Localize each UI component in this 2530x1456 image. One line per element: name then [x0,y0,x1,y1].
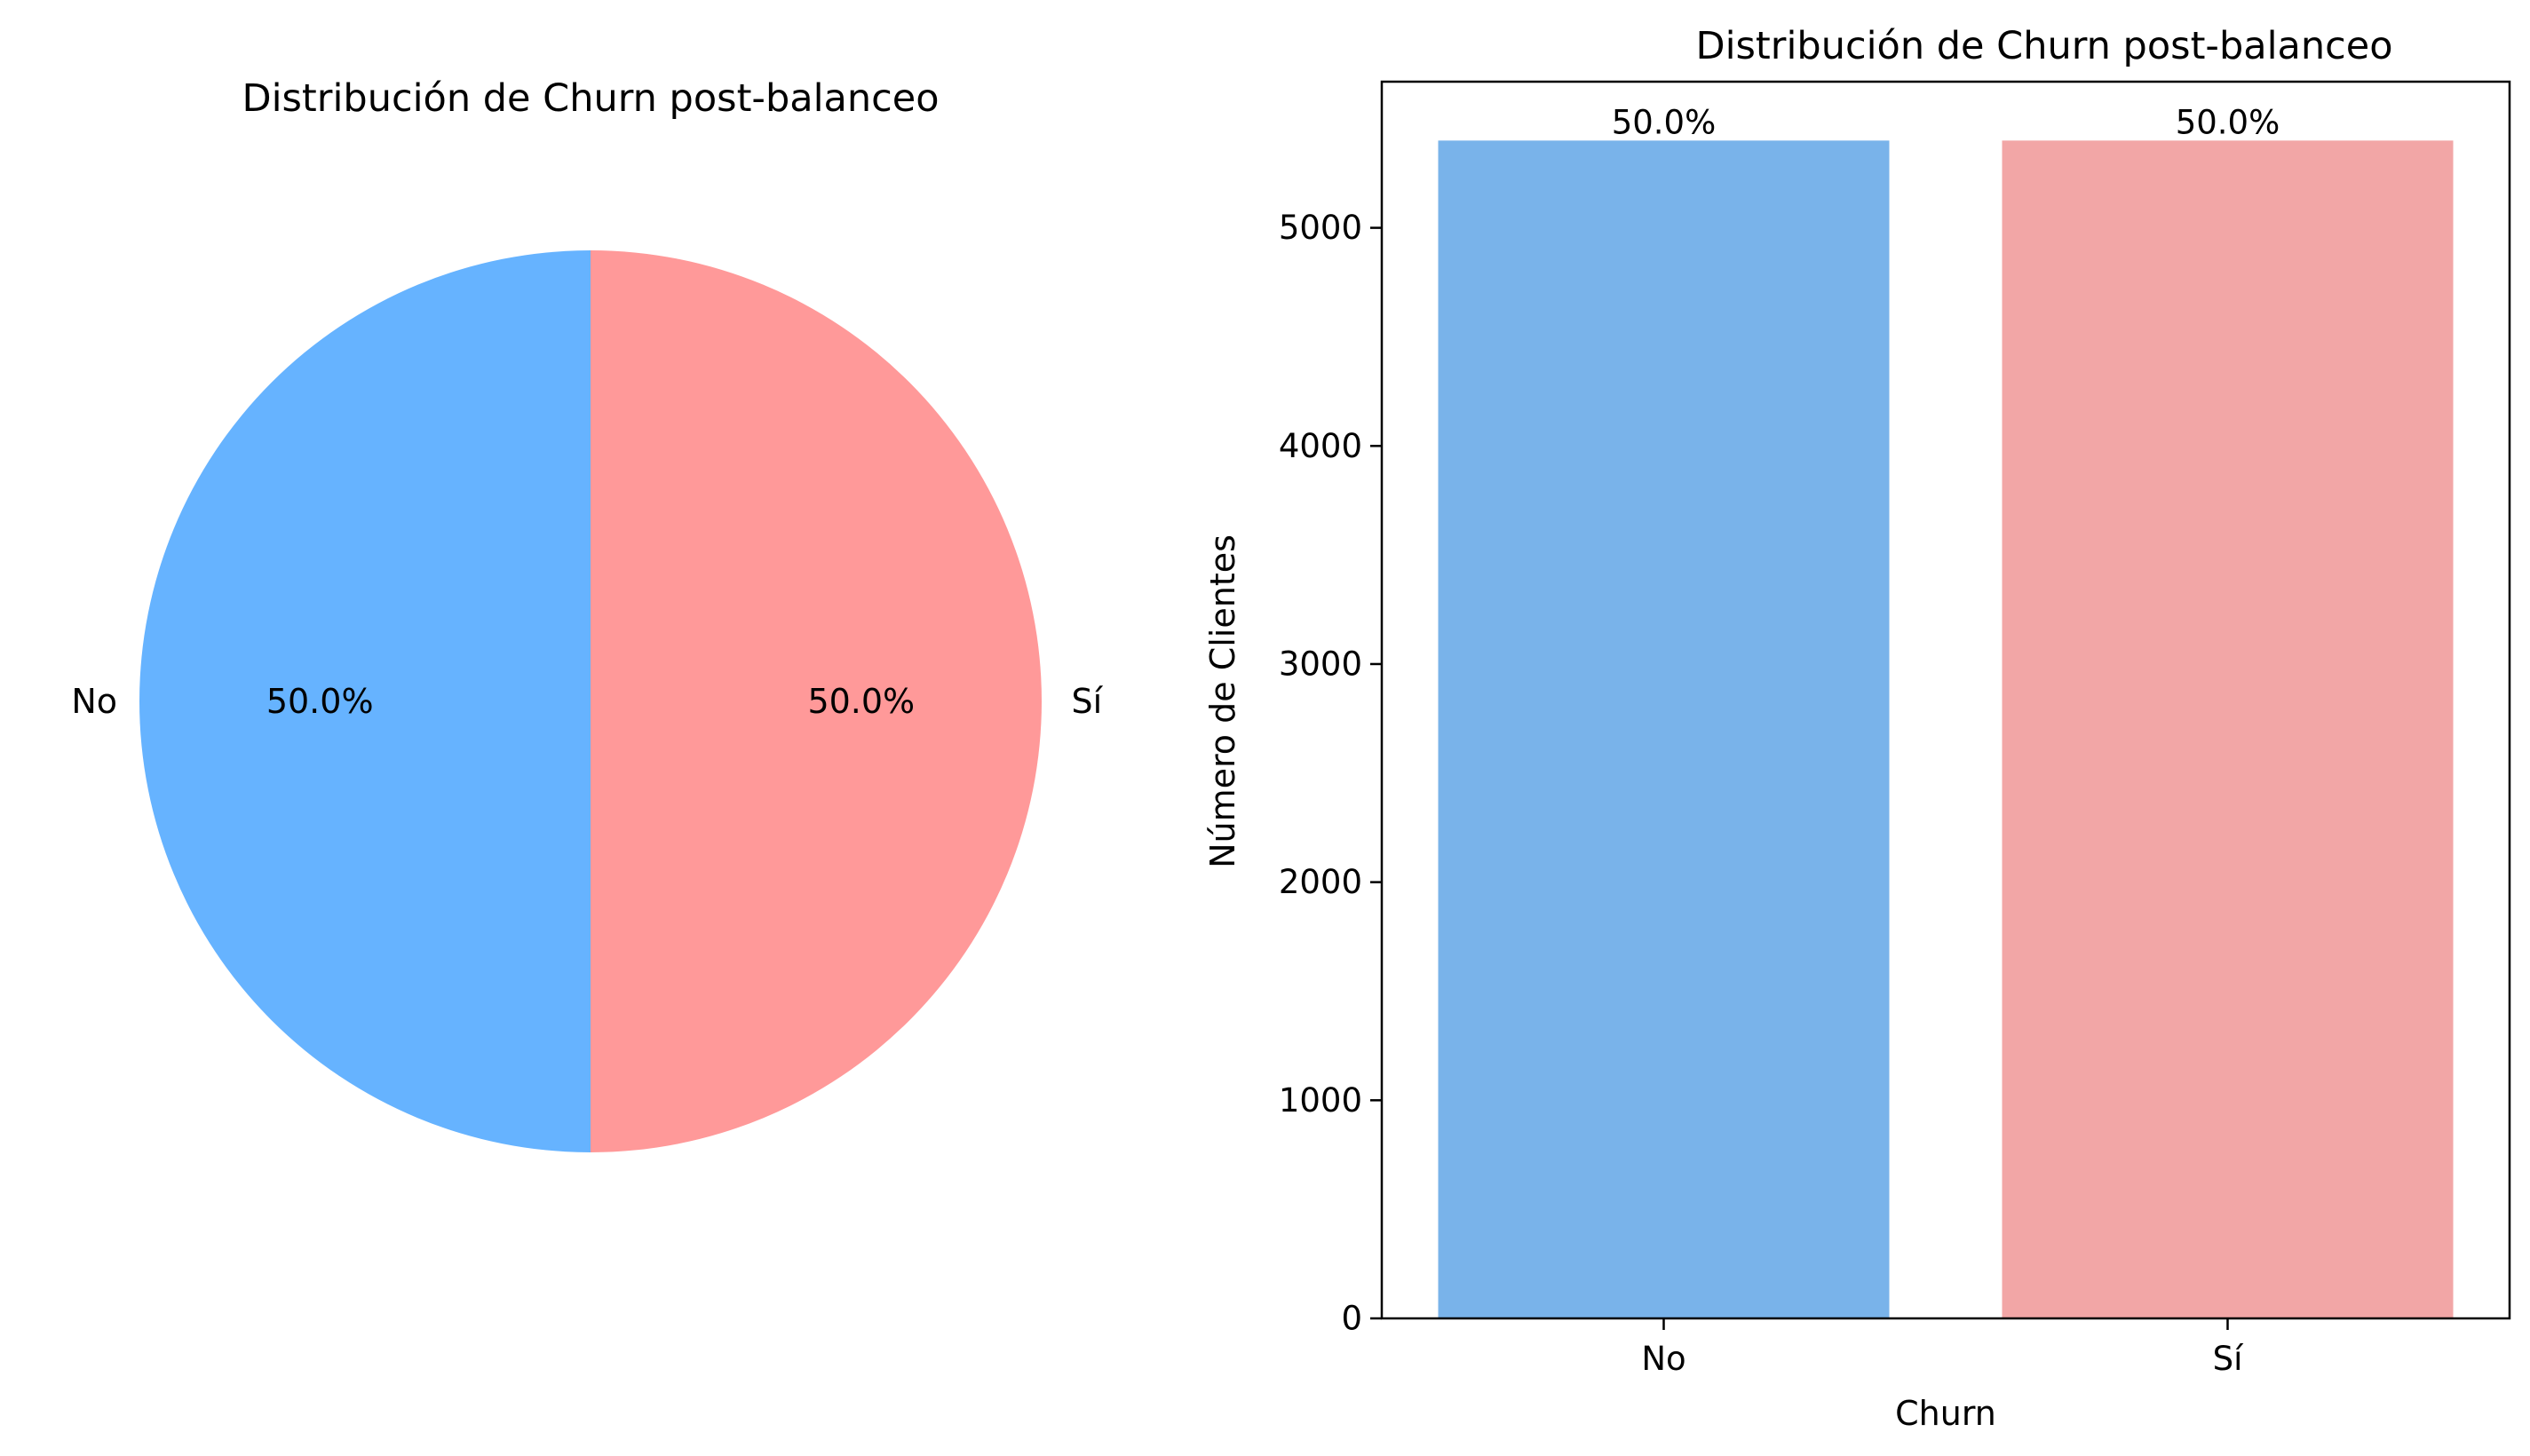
x-axis: No Sí [1641,1318,2244,1378]
pie-title: Distribución de Churn post-balanceo [242,76,939,121]
pie-chart: Distribución de Churn post-balanceo No 50… [71,76,1104,1152]
pie-slice-1 [591,250,1042,1152]
bar-label-1: 50.0% [2176,103,2280,141]
y-axis: 0 1000 2000 3000 4000 5000 [1279,209,1382,1338]
pie-slices [139,250,1042,1152]
x-tick-label-0: No [1641,1340,1685,1378]
bar-chart: Distribución de Churn post-balanceo 50.0… [1203,24,2511,1433]
pie-labels: No 50.0% Sí 50.0% [71,682,1103,721]
y-tick-label-1: 1000 [1279,1081,1362,1120]
y-tick-label-4: 4000 [1279,427,1362,465]
y-axis-label: Número de Clientes [1203,534,1242,868]
y-tick-label-2: 2000 [1279,863,1362,901]
plot-frame [1380,80,2511,1320]
pie-label-1: Sí [1071,682,1103,721]
pie-slice-0 [139,250,591,1152]
pie-pct-0: 50.0% [266,682,374,721]
y-tick-label-0: 0 [1341,1300,1362,1338]
y-tick-label-5: 5000 [1279,209,1362,247]
bar-1 [2002,140,2454,1318]
bar-0 [1438,140,1890,1318]
bar-title: Distribución de Churn post-balanceo [1695,24,2392,68]
pie-pct-1: 50.0% [807,682,915,721]
bars: 50.0% 50.0% [1438,103,2454,1318]
x-tick-label-1: Sí [2213,1340,2244,1378]
y-tick-label-3: 3000 [1279,645,1362,683]
x-axis-label: Churn [1895,1394,1996,1433]
bar-label-0: 50.0% [1612,103,1717,141]
pie-label-0: No [71,682,117,721]
